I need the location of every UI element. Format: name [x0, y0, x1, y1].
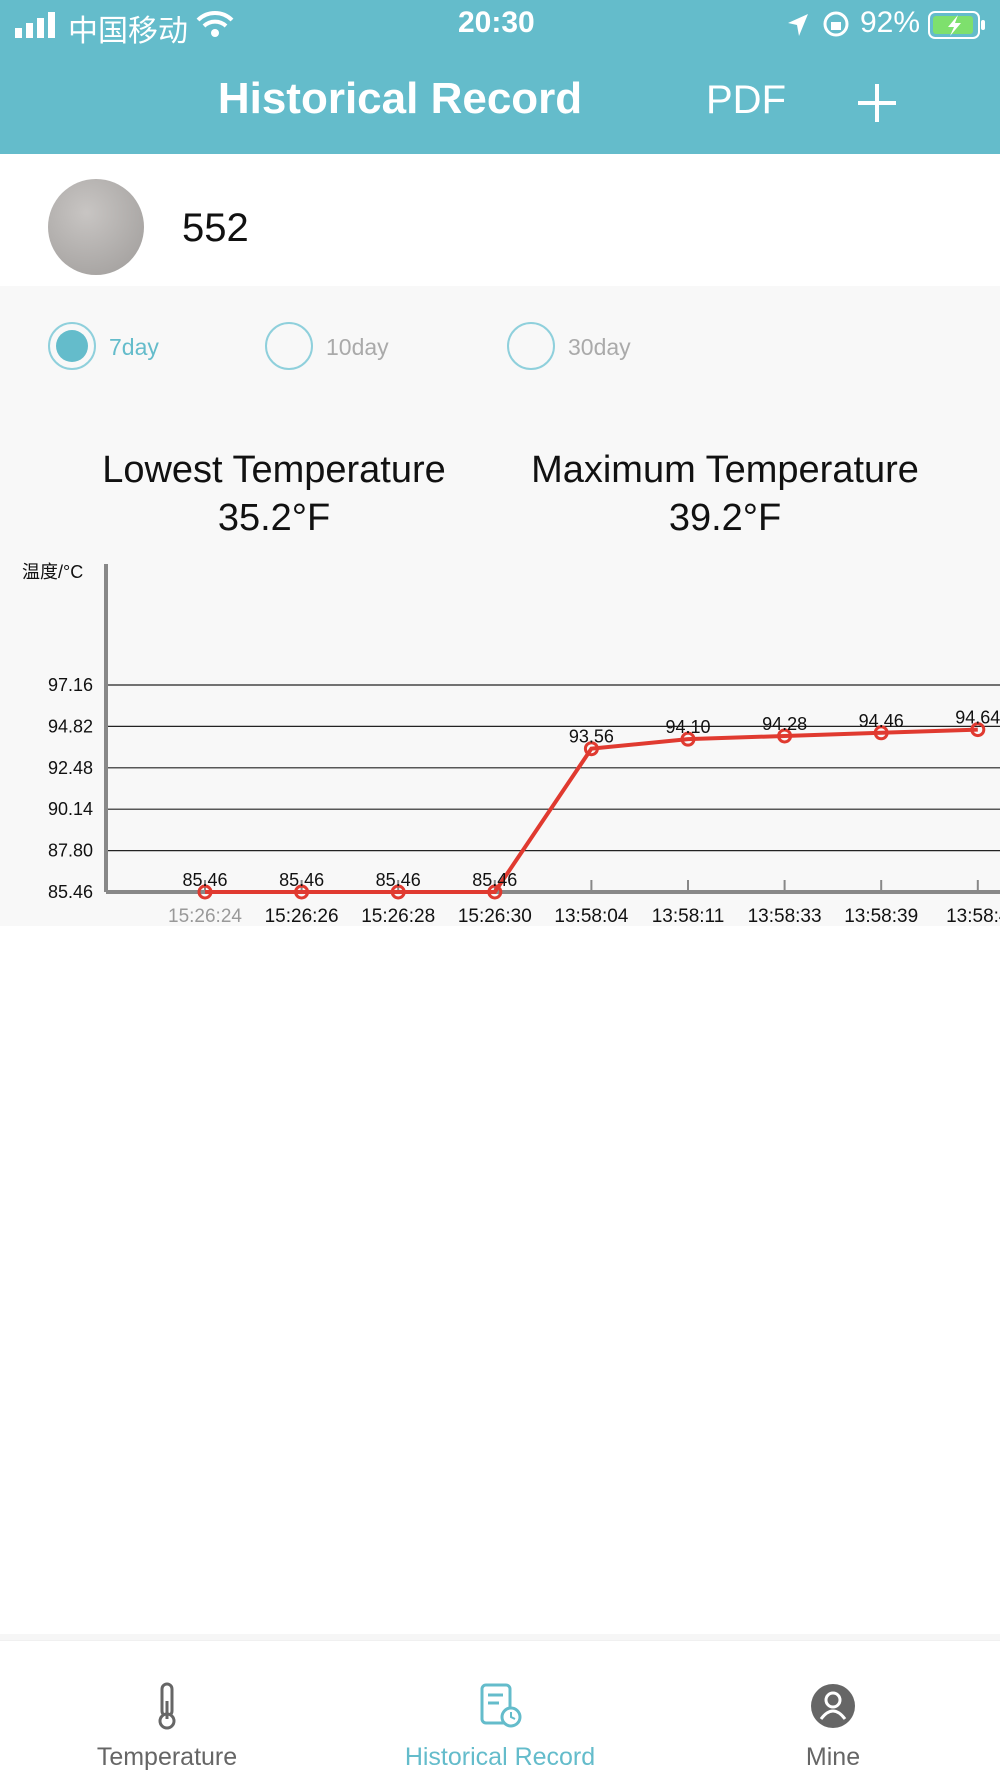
range-label: 10day — [326, 334, 389, 360]
data-point — [487, 884, 503, 900]
thermometer-icon — [158, 1682, 176, 1730]
y-tick-label: 87.80 — [48, 841, 93, 861]
battery-percent: 92% — [860, 6, 921, 39]
tab-mine[interactable]: Mine — [666, 1641, 1000, 1779]
page-title: Historical Record — [217, 74, 583, 123]
device-row[interactable]: 552 — [0, 166, 1000, 286]
lowest-temperature-value: 35.2°F — [217, 497, 331, 539]
carrier-label: 中国移动 — [68, 15, 188, 48]
user-icon — [811, 1684, 855, 1728]
y-tick-label: 85.46 — [48, 882, 93, 902]
y-tick-label: 90.14 — [48, 799, 93, 819]
record-icon — [480, 1683, 522, 1728]
range-label: 30day — [568, 334, 631, 360]
tab-label: Temperature — [96, 1743, 238, 1771]
data-label: 85.46 — [472, 870, 517, 890]
x-tick-label: 13:58:33 — [748, 906, 822, 926]
signal-icon — [15, 12, 55, 38]
radio-unselected-icon — [265, 322, 313, 370]
x-tick-label: 15:26:30 — [458, 906, 532, 926]
top-bar: 中国移动 20:30 92% Historical Record PDF — [0, 0, 1000, 154]
maximum-temperature-label: Maximum Temperature — [531, 449, 919, 491]
data-label: 85.46 — [279, 870, 324, 890]
x-tick-label: 13:58:04 — [554, 906, 628, 926]
range-label: 7day — [109, 334, 159, 360]
location-icon — [788, 14, 808, 36]
y-tick-label: 94.82 — [48, 716, 93, 736]
temperature-chart: 温度/°C 97.16 94.82 92.48 90.14 87.80 85.46 15:26… — [22, 562, 1000, 926]
data-label: 94.10 — [665, 717, 710, 737]
y-tick-label: 97.16 — [48, 675, 93, 695]
plus-icon[interactable] — [852, 78, 902, 128]
data-label: 85.46 — [182, 870, 227, 890]
maximum-temperature-value: 39.2°F — [668, 497, 782, 539]
y-tick-label: 92.48 — [48, 758, 93, 778]
data-point — [777, 728, 793, 744]
data-point — [970, 722, 986, 738]
tab-historical-record[interactable]: Historical Record — [333, 1641, 667, 1779]
radio-unselected-icon — [507, 322, 555, 370]
series-line — [205, 727, 978, 894]
wifi-icon — [196, 10, 234, 37]
divider — [0, 1634, 1000, 1640]
data-label: 85.46 — [376, 870, 421, 890]
device-avatar — [48, 179, 144, 275]
status-bar: 中国移动 20:30 92% — [0, 0, 1000, 50]
lowest-temperature: Lowest Temperature 35.2°F — [49, 446, 499, 542]
maximum-temperature: Maximum Temperature 39.2°F — [500, 446, 950, 542]
tab-temperature[interactable]: Temperature — [0, 1641, 334, 1779]
lowest-temperature-label: Lowest Temperature — [102, 449, 446, 491]
data-point — [390, 884, 406, 900]
x-tick-label: 13:58:39 — [844, 906, 918, 926]
y-axis-label: 温度/°C — [22, 562, 83, 582]
history-panel: 7day 10day 30day Lowest Temperature 35.2… — [0, 286, 1000, 926]
data-point — [294, 884, 310, 900]
data-point — [873, 725, 889, 741]
battery-icon — [928, 11, 985, 39]
pdf-button[interactable]: PDF — [706, 78, 786, 122]
x-tick-label: 15:26:26 — [265, 906, 339, 926]
data-point — [197, 884, 213, 900]
tab-label: Historical Record — [404, 1743, 596, 1771]
x-tick-label: 13:58:11 — [652, 906, 725, 926]
data-point — [583, 741, 599, 757]
data-point — [680, 731, 696, 747]
x-tick-label: 15:26:28 — [361, 906, 435, 926]
radio-selected-icon — [48, 322, 96, 370]
tab-label: Mine — [805, 1743, 861, 1771]
device-name: 552 — [182, 206, 249, 250]
data-label: 94.46 — [859, 711, 904, 731]
x-tick-label: 15:26:24 — [168, 906, 242, 926]
data-label: 93.56 — [569, 727, 614, 747]
bottom-tab-bar: Temperature Historical Record Mine — [0, 1640, 1000, 1779]
x-tick-label: 13:58:4 — [946, 906, 1000, 926]
clock: 20:30 — [458, 6, 535, 39]
rotation-lock-icon — [823, 11, 849, 37]
data-label: 94.28 — [762, 714, 807, 734]
data-label: 94.64 — [955, 708, 1000, 728]
